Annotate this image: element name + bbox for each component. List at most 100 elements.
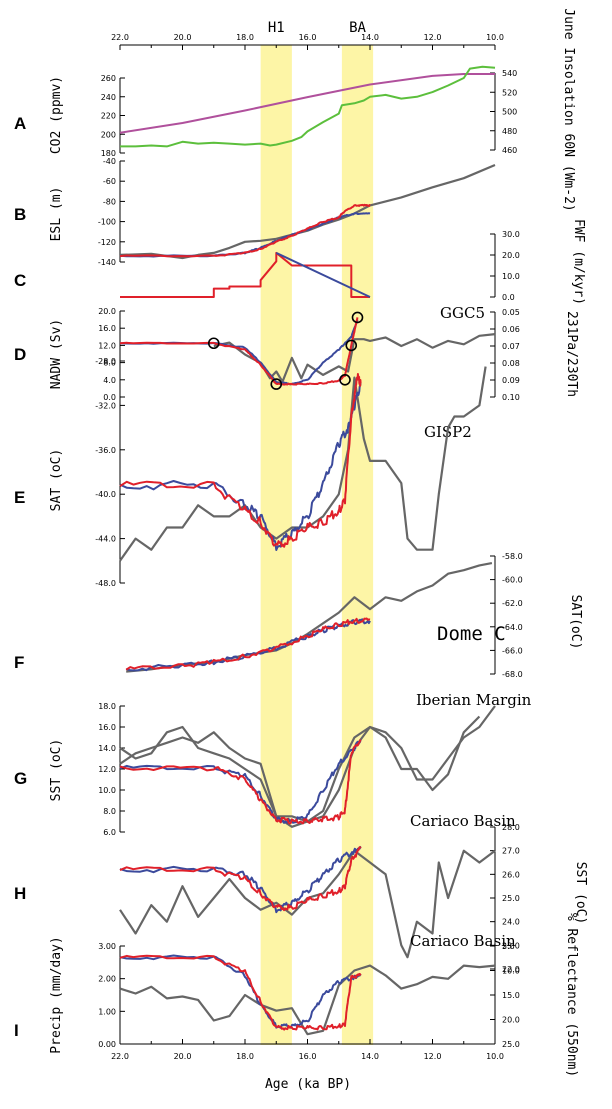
ba-band-label: BA [349,20,366,36]
right-tick-label: -68.0 [502,670,523,679]
series-line-dome-c-sat [126,562,493,673]
top-tick-label: 16.0 [299,33,317,42]
right-tick-label: 20.0 [502,251,520,260]
panel-letter: I [14,1021,19,1040]
series-line-sat-model-blue- [119,383,362,551]
right-tick-label: 25.0 [502,1040,520,1049]
bottom-tick-label: 16.0 [299,1052,317,1061]
site-label: Dome C [437,623,506,645]
left-tick-label: -100 [98,218,116,227]
bottom-tick-label: 12.0 [424,1052,442,1061]
series-line-sat-model-red- [125,617,371,671]
left-tick-label: -44.0 [95,535,116,544]
bottom-tick-label: 22.0 [111,1052,129,1061]
left-tick-label: -40 [103,157,116,166]
right-tick-label: 500 [502,108,517,117]
right-tick-label: 15.0 [502,991,520,1000]
left-tick-label: 0.0 [103,393,116,402]
panel-f: F -68.0 -66.0 -64.0 -62.0 -60.0 -58.0 SAT(oC) Do… [14,552,583,679]
left-axis-label: SAT (oC) [49,449,64,512]
top-tick-label: 14.0 [361,33,379,42]
panels: A 180 200 220 240 260 460 480 500 520 540 CO2 (ppmv… [14,8,588,1077]
bottom-tick-label: 18.0 [236,1052,254,1061]
series-line-june-insolation-60n [119,73,495,134]
series-line-sst-model-blue- [119,739,362,824]
right-tick-label: 0.09 [502,376,520,385]
top-tick-label: 22.0 [111,33,129,42]
left-tick-label: 200 [101,130,116,139]
left-tick-label: 2.00 [98,975,116,984]
panel-letter: A [14,114,26,133]
left-tick-label: 20.0 [98,307,116,316]
left-tick-label: -80 [103,197,116,206]
nadw-marker [270,378,283,390]
right-tick-label: 0.10 [502,393,520,402]
series-line-nadw-blue- [119,319,359,386]
right-tick-label: -62.0 [502,599,523,608]
right-tick-label: -60.0 [502,576,523,585]
panel-d: D 0.0 4.0 8.0 12.0 16.0 20.0 0.05 0.06 0.07 0.08 0.… [14,304,579,402]
right-tick-label: 0.0 [502,293,515,302]
left-tick-label: 12.0 [98,765,116,774]
series-line-sst-model-red- [119,846,362,912]
series-line-esl-reconstruction [119,163,496,260]
bottom-age-axis: 22.0 20.0 18.0 16.0 14.0 12.0 10.0 [111,1039,504,1061]
left-tick-label: 16.0 [98,723,116,732]
panel-letter: C [14,271,26,290]
panel-letter: D [14,345,26,364]
left-tick-label: -28.0 [95,357,116,366]
site-label: Cariaco Basin [410,812,516,830]
left-tick-label: 220 [101,112,116,121]
left-tick-label: 14.0 [98,744,116,753]
series-line-gisp2-sat [119,366,487,562]
site-label: GGC5 [440,304,485,322]
left-tick-label: -40.0 [95,490,116,499]
left-axis-label: ESL (m) [49,187,64,242]
x-axis-label: Age (ka BP) [265,1077,351,1092]
right-axis-label: SST (oC) [573,862,588,925]
bottom-tick-label: 10.0 [486,1052,504,1061]
right-tick-label: 480 [502,127,517,136]
right-axis-label: FWF (m/kyr) [571,219,586,305]
left-axis-label: CO2 (ppmv) [49,76,64,154]
series-line-fwf-blue- [275,251,371,298]
series-line-cariaco-basin-reflectance [119,964,496,1036]
right-tick-label: 10.0 [502,272,520,281]
right-tick-label: 20.0 [502,1016,520,1025]
left-tick-label: 4.0 [103,376,116,385]
top-tick-label: 10.0 [486,33,504,42]
left-tick-label: 10.0 [98,786,116,795]
left-tick-label: 16.0 [98,324,116,333]
right-tick-label: 25.0 [502,894,520,903]
nadw-marker [351,311,364,324]
left-tick-label: 240 [101,93,116,102]
left-tick-label: 260 [101,74,116,83]
top-age-axis: 22.0 20.0 18.0 16.0 14.0 12.0 10.0 [111,33,504,50]
left-axis-label: Precip (mm/day) [49,936,64,1053]
left-tick-label: 6.0 [103,828,116,837]
left-tick-label: -48.0 [95,579,116,588]
right-axis-label: % Reflectance (550nm) [564,913,579,1077]
nadw-marker [345,339,358,352]
right-tick-label: 5.0 [502,942,515,951]
h1-band-label: H1 [268,20,285,36]
left-tick-label: -36.0 [95,446,116,455]
left-tick-label: 1.00 [98,1007,116,1016]
right-tick-label: -58.0 [502,552,523,561]
left-axis-label: SST (oC) [49,739,64,802]
series-line-nadw-red- [119,317,359,386]
series-line-precip-model-red- [119,954,362,1031]
left-axis-label: NADW (Sv) [49,319,64,389]
right-tick-label: 0.08 [502,359,520,368]
panel-a: A 180 200 220 240 260 460 480 500 520 540 CO2 (ppmv… [14,8,576,212]
panel-h: H 22.0 23.0 24.0 25.0 26.0 27.0 28.0 SST (oC) Car… [14,812,588,974]
left-tick-label: 180 [101,149,116,158]
series-line-sst-model-red- [119,739,362,825]
right-tick-label: 10.0 [502,967,520,976]
top-tick-label: 12.0 [424,33,442,42]
site-label: Cariaco Basin [410,932,516,950]
bottom-tick-label: 20.0 [174,1052,192,1061]
right-tick-label: 540 [502,69,517,78]
